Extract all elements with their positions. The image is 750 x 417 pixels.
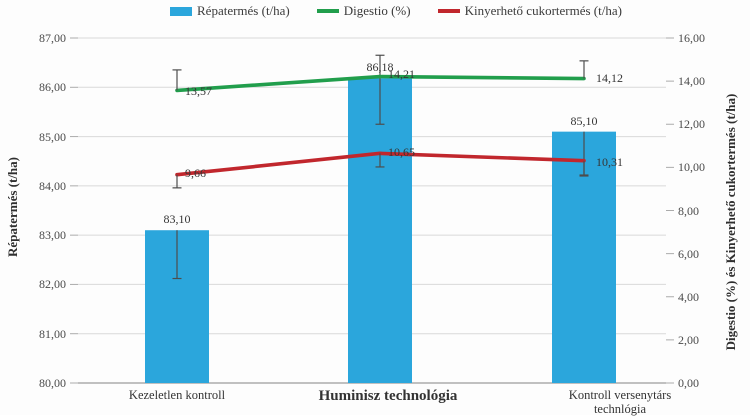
line-data-label: 10,31 (596, 154, 623, 169)
left-axis-tick-label: 80,00 (39, 376, 66, 390)
right-axis-tick-label: 12,00 (678, 117, 705, 132)
legend-label: Digestio (%) (343, 3, 411, 18)
line-data-label: 10,65 (388, 145, 415, 160)
bar-data-label: 83,10 (163, 212, 191, 227)
right-axis-tick-label: 2,00 (678, 332, 699, 347)
right-axis-tick-label: 6,00 (678, 246, 699, 261)
left-axis-tick-label: 85,00 (39, 129, 66, 144)
right-axis-tick-label: 0,00 (678, 376, 699, 390)
legend-label: Répatermés (t/ha) (197, 3, 290, 18)
legend-item-repatermes: Répatermés (t/ha) (170, 3, 290, 19)
line-swatch-icon (437, 9, 460, 13)
left-axis-tick-label: 84,00 (39, 178, 66, 193)
line-series-digestio (175, 74, 586, 93)
legend-item-cukortermes: Kinyerhető cukortermés (t/ha) (437, 3, 622, 19)
bar-data-label: 85,10 (570, 113, 598, 128)
right-axis-tick-label: 4,00 (678, 289, 699, 304)
line-data-label: 9,66 (185, 165, 206, 180)
line-data-label: 14,21 (388, 66, 415, 81)
left-axis-tick-label: 83,00 (39, 228, 66, 243)
right-axis-tick-label: 16,00 (678, 31, 705, 45)
right-axis-tick-label: 8,00 (678, 203, 699, 218)
left-axis-tick-label: 81,00 (39, 326, 66, 341)
bar-data-label: 86,18 (366, 60, 394, 75)
category-label-huminisz-technologia: Huminisz technológia (318, 388, 458, 404)
right-axis-tick-label: 10,00 (678, 160, 705, 175)
right-axis-tick-label: 14,00 (678, 74, 705, 89)
line-data-label: 13,57 (185, 84, 212, 99)
left-axis-tick-label: 87,00 (39, 31, 66, 45)
legend-label: Kinyerhető cukortermés (t/ha) (464, 3, 622, 18)
legend-item-digestio: Digestio (%) (316, 3, 411, 19)
left-axis-tick-label: 86,00 (39, 80, 66, 95)
bar-2 (348, 78, 412, 384)
left-axis-tick-label: 82,00 (39, 277, 66, 292)
line-swatch-icon (316, 9, 339, 13)
line-data-label: 14,12 (596, 70, 623, 85)
bar-swatch-icon (170, 6, 192, 16)
category-label-kontroll-versenytars: Kontroll versenytárs technlógia (568, 388, 672, 417)
legend: Répatermés (t/ha) Digestio (%) Kinyerhet… (170, 3, 622, 19)
category-label-kezeletlen-kontroll: Kezeletlen kontroll (128, 388, 226, 402)
